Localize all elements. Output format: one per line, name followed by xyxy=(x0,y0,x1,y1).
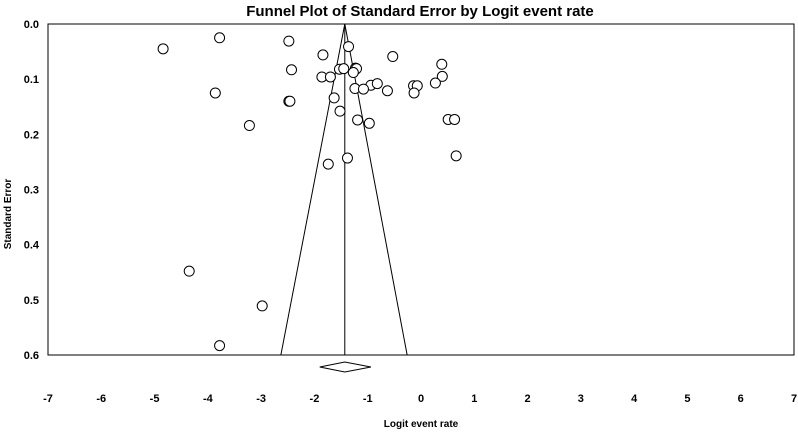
x-tick-label: -6 xyxy=(96,393,106,405)
data-point xyxy=(209,87,221,99)
data-point xyxy=(283,35,295,47)
funnel-right-limit xyxy=(344,23,408,356)
x-tick-label: 4 xyxy=(631,393,638,405)
x-tick-labels: -7 -6 -5 -4 -3 -2 -1 0 1 2 3 4 5 6 7 xyxy=(43,393,797,405)
data-point xyxy=(317,49,329,61)
x-tick-label: 0 xyxy=(418,393,424,405)
data-point xyxy=(387,51,399,63)
data-point xyxy=(214,32,226,44)
data-point xyxy=(243,120,255,132)
x-tick-label: 2 xyxy=(525,393,531,405)
data-point xyxy=(284,95,296,107)
data-point xyxy=(183,265,195,277)
chart-title: Funnel Plot of Standard Error by Logit e… xyxy=(246,3,594,20)
x-tick-label: -3 xyxy=(256,393,266,405)
data-point xyxy=(449,113,461,125)
data-point xyxy=(347,67,359,79)
x-axis-label: Logit event rate xyxy=(384,419,459,430)
y-tick-label: 0.5 xyxy=(24,295,39,307)
data-point xyxy=(429,77,441,89)
data-point xyxy=(371,78,383,90)
y-tick-label: 0.3 xyxy=(24,185,39,197)
y-tick-label: 0.0 xyxy=(24,19,39,31)
data-point xyxy=(450,150,462,162)
data-point xyxy=(324,71,336,83)
data-point xyxy=(343,41,355,53)
data-point xyxy=(408,87,420,99)
x-tick-label: -7 xyxy=(43,393,53,405)
data-point xyxy=(341,152,353,164)
x-tick-label: 6 xyxy=(738,393,744,405)
x-tick-label: -2 xyxy=(310,393,320,405)
data-points xyxy=(157,32,462,352)
data-point xyxy=(436,70,448,82)
data-point xyxy=(157,43,169,55)
data-point xyxy=(334,105,346,117)
x-tick-label: 1 xyxy=(471,393,477,405)
data-point xyxy=(436,58,448,70)
data-point xyxy=(352,114,364,126)
data-point xyxy=(256,300,268,312)
y-tick-label: 0.2 xyxy=(24,129,39,141)
data-point xyxy=(357,83,369,95)
x-tick-label: 5 xyxy=(684,393,690,405)
y-tick-label: 0.1 xyxy=(24,74,39,86)
data-point xyxy=(328,92,340,104)
data-point xyxy=(286,64,298,76)
summary-diamond xyxy=(319,361,372,373)
data-point xyxy=(363,117,375,129)
y-tick-label: 0.4 xyxy=(24,240,40,252)
x-tick-label: -1 xyxy=(363,393,373,405)
y-tick-labels: 0.0 0.1 0.2 0.3 0.4 0.5 0.6 xyxy=(24,19,40,362)
y-axis-label: Standard Error xyxy=(3,179,14,250)
data-point xyxy=(338,63,350,75)
data-point xyxy=(381,85,393,97)
plot-frame xyxy=(47,23,795,356)
x-tick-label: -5 xyxy=(150,393,160,405)
x-tick-label: -4 xyxy=(203,393,214,405)
data-point xyxy=(322,158,334,170)
y-tick-label: 0.6 xyxy=(24,350,39,362)
data-point xyxy=(214,340,226,352)
summary-diamond-group xyxy=(319,361,372,373)
x-tick-label: 3 xyxy=(578,393,584,405)
x-tick-label: 7 xyxy=(791,393,797,405)
